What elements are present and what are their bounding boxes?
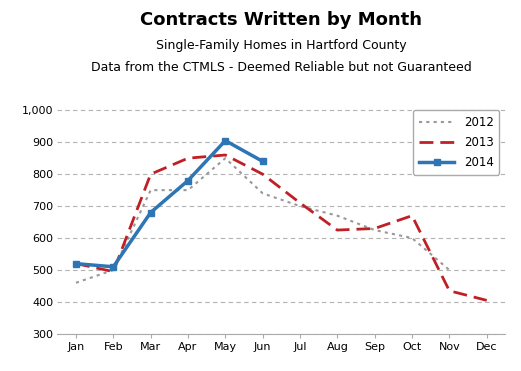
2012 [297,204,303,209]
2012 [147,188,154,192]
2013 [185,156,191,160]
2013 [371,226,378,231]
2012 [185,188,191,192]
2014 [222,138,228,143]
2012 [371,228,378,232]
2012 [73,280,79,285]
2012 [334,213,341,218]
2012 [259,191,266,196]
2014 [110,265,116,269]
2012 [110,268,116,272]
2013 [259,172,266,176]
2012 [222,156,228,160]
2014 [259,159,266,164]
Text: Data from the CTMLS - Deemed Reliable but not Guaranteed: Data from the CTMLS - Deemed Reliable bu… [91,61,472,74]
2012 [409,236,415,240]
2013 [73,262,79,266]
Line: 2013: 2013 [76,155,487,301]
2014 [147,210,154,215]
Text: Single-Family Homes in Hartford County: Single-Family Homes in Hartford County [156,39,407,52]
2013 [446,289,452,293]
2014 [185,178,191,183]
2014 [73,262,79,266]
Line: 2012: 2012 [76,158,449,283]
2013 [334,228,341,232]
2013 [147,172,154,176]
2013 [110,269,116,274]
Line: 2014: 2014 [72,137,266,270]
2013 [222,153,228,157]
2013 [483,298,490,303]
2013 [297,201,303,205]
2012 [446,268,452,272]
2013 [409,213,415,218]
Text: Contracts Written by Month: Contracts Written by Month [140,11,423,29]
Legend: 2012, 2013, 2014: 2012, 2013, 2014 [413,110,500,175]
